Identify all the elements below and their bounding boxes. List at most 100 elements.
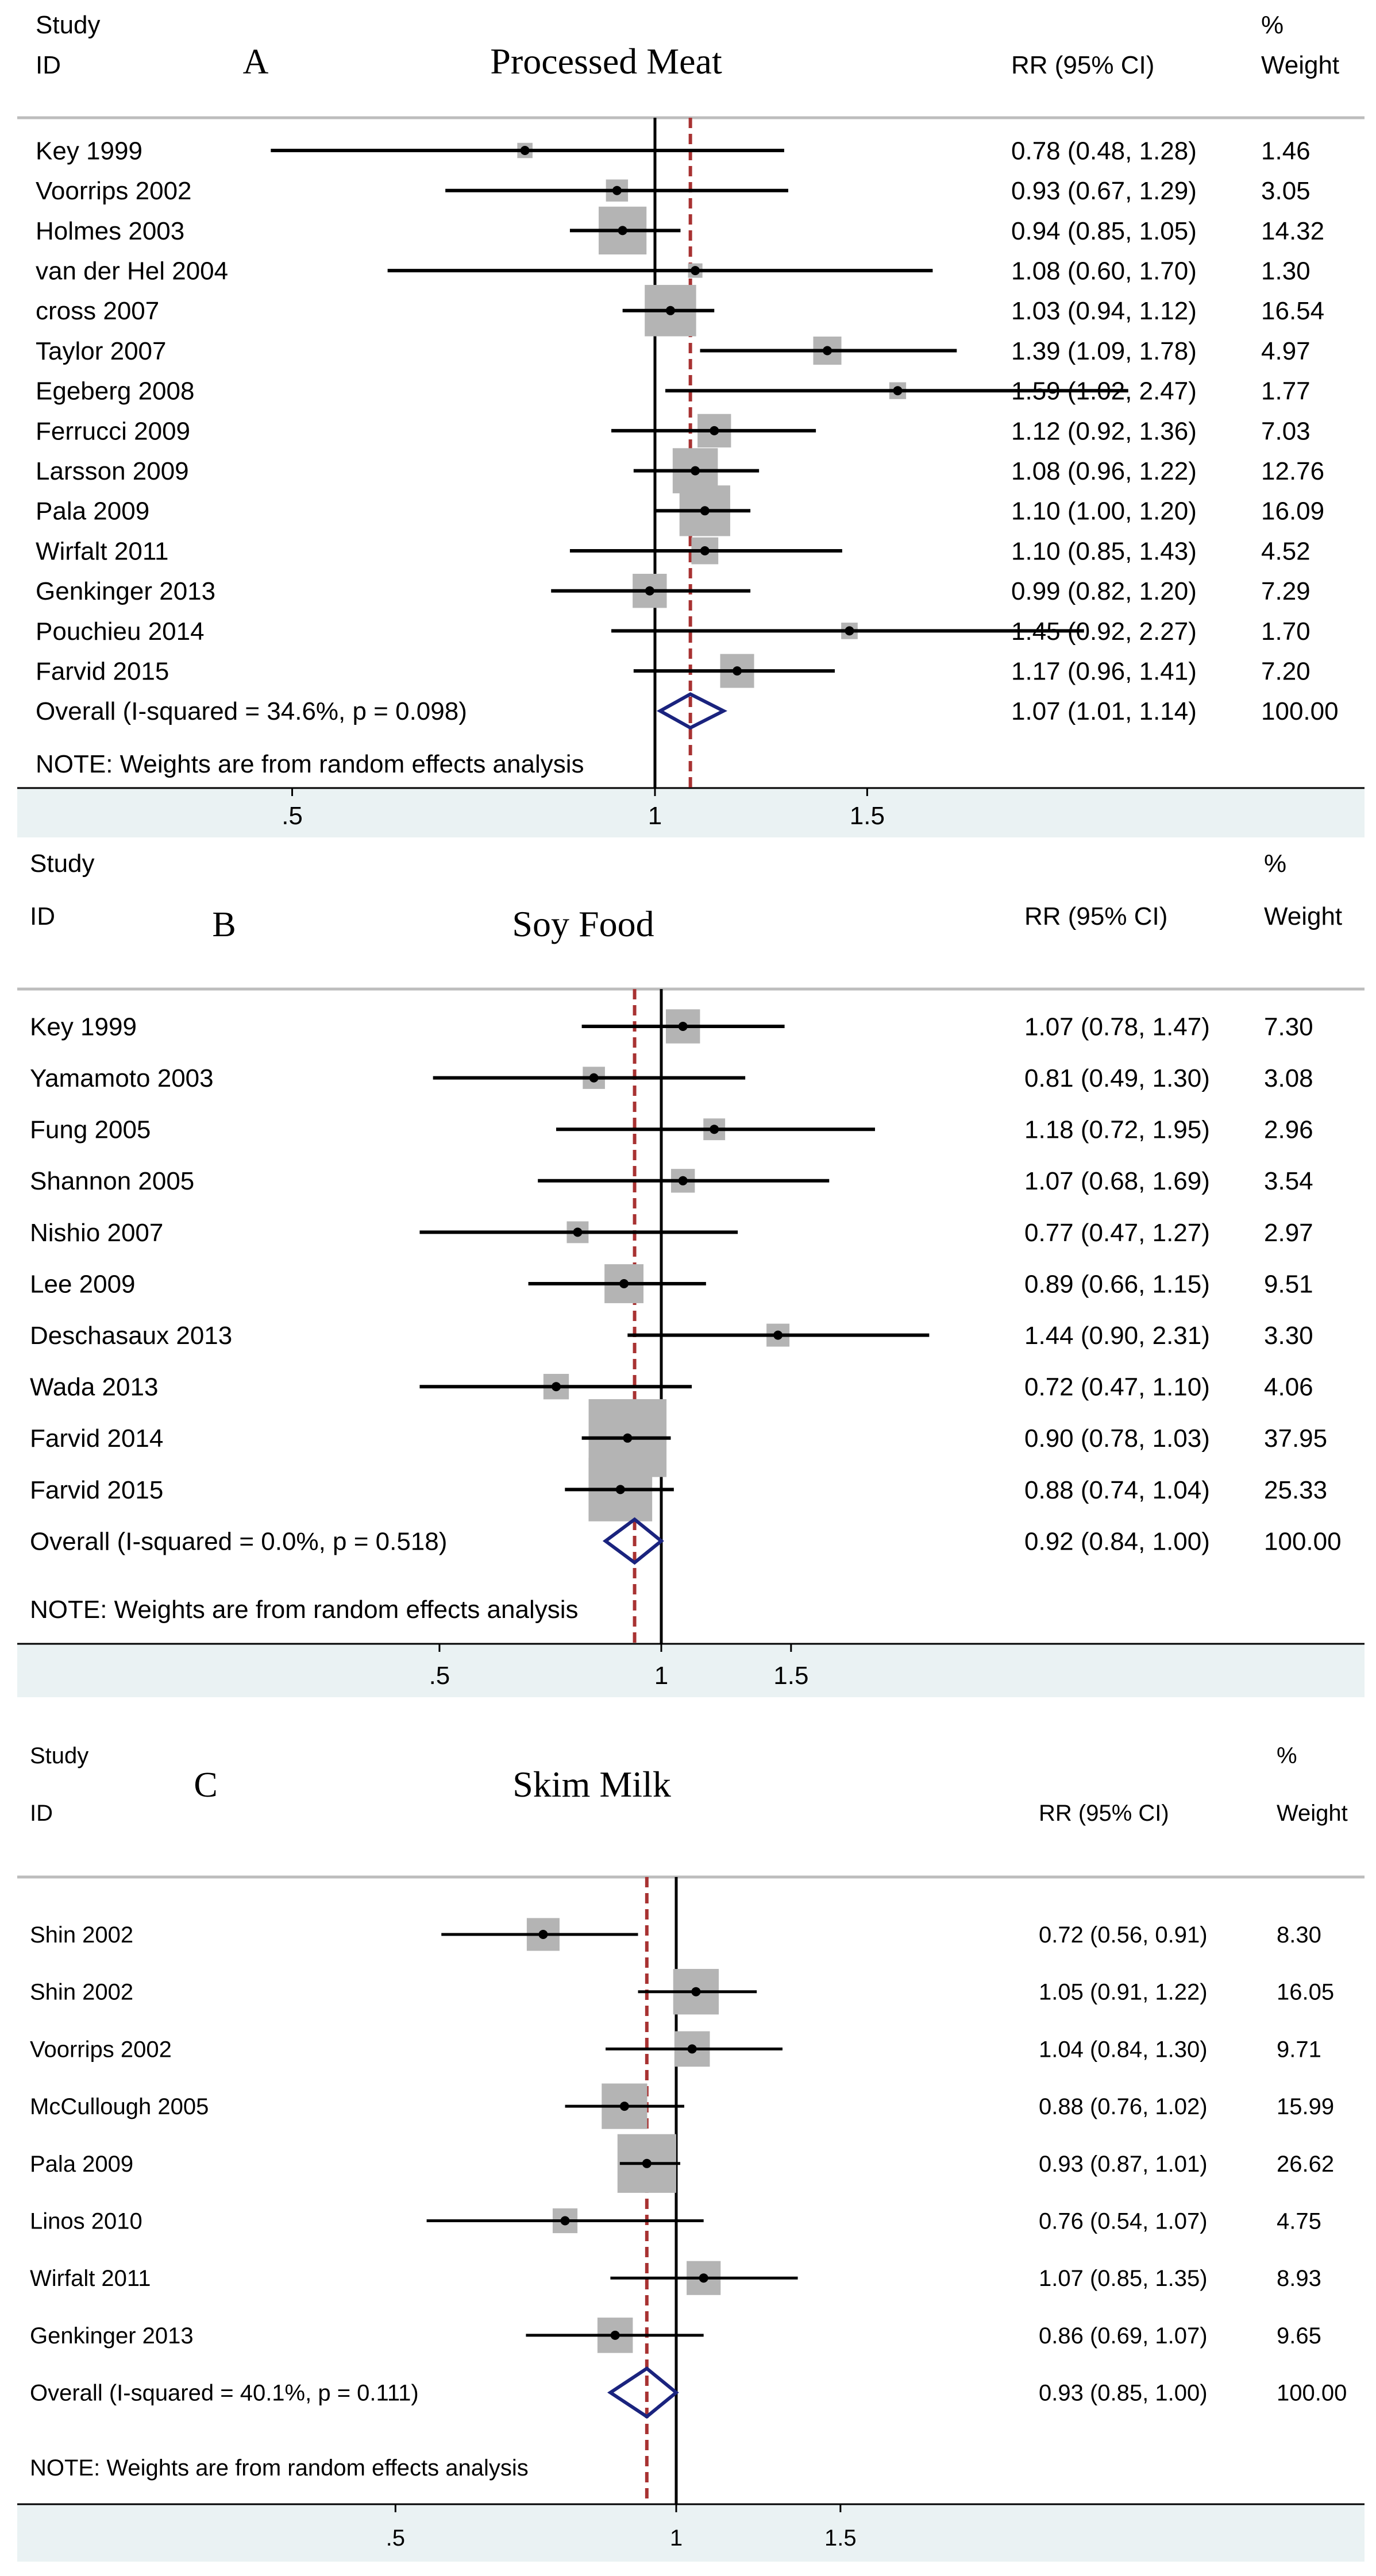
column-header-weight: Weight (1277, 1801, 1348, 1826)
weight-value: 16.09 (1261, 497, 1324, 526)
rr-ci-value: 0.81 (0.49, 1.30) (1024, 1064, 1210, 1092)
column-header-rr-ci: RR (95% CI) (1039, 1801, 1169, 1826)
study-row: Deschasaux 2013 1.44 (0.90, 2.31) 3.30 (30, 1322, 1313, 1350)
rr-ci-value: 0.90 (0.78, 1.03) (1024, 1424, 1210, 1453)
column-header-rr-ci: RR (95% CI) (1024, 902, 1167, 930)
weight-value: 14.32 (1261, 217, 1324, 245)
rr-ci-value: 1.07 (0.78, 1.47) (1024, 1013, 1210, 1041)
study-label: Deschasaux 2013 (30, 1322, 232, 1350)
study-label: Key 1999 (30, 1013, 137, 1041)
overall-rr-ci: 0.93 (0.85, 1.00) (1039, 2381, 1208, 2406)
study-row: Genkinger 2013 0.99 (0.82, 1.20) 7.29 (36, 574, 1311, 608)
rr-ci-value: 0.77 (0.47, 1.27) (1024, 1219, 1210, 1247)
column-header-percent: % (1261, 11, 1284, 39)
study-row: Pouchieu 2014 1.45 (0.92, 2.27) 1.70 (36, 617, 1311, 646)
rr-ci-value: 1.10 (1.00, 1.20) (1011, 497, 1197, 526)
study-row: Genkinger 2013 0.86 (0.69, 1.07) 9.65 (30, 2318, 1321, 2353)
rr-ci-value: 0.88 (0.74, 1.04) (1024, 1476, 1210, 1504)
point-estimate (612, 186, 622, 195)
rr-ci-value: 0.78 (0.48, 1.28) (1011, 137, 1197, 165)
weight-value: 7.29 (1261, 577, 1311, 605)
weight-value: 1.46 (1261, 137, 1311, 165)
study-label: Larsson 2009 (36, 457, 189, 485)
study-row: Shin 2002 1.05 (0.91, 1.22) 16.05 (30, 1969, 1334, 2015)
study-row: Pala 2009 0.93 (0.87, 1.01) 26.62 (30, 2134, 1334, 2193)
column-header-weight: Weight (1264, 902, 1342, 930)
study-row: Yamamoto 2003 0.81 (0.49, 1.30) 3.08 (30, 1064, 1313, 1092)
weight-value: 4.52 (1261, 537, 1311, 565)
study-label: Linos 2010 (30, 2209, 142, 2234)
study-label: Genkinger 2013 (30, 2323, 194, 2349)
rr-ci-value: 0.72 (0.56, 0.91) (1039, 1922, 1208, 1948)
point-estimate (700, 546, 710, 555)
panel-title: Skim Milk (512, 1764, 671, 1805)
point-estimate (691, 1987, 701, 1996)
point-estimate (642, 2158, 652, 2168)
point-estimate (552, 1382, 561, 1392)
axis-tick-label: .5 (386, 2525, 405, 2551)
axis-tick-label: .5 (429, 1662, 450, 1690)
study-label: cross 2007 (36, 297, 159, 325)
weight-value: 26.62 (1277, 2152, 1334, 2177)
study-row: Voorrips 2002 0.93 (0.67, 1.29) 3.05 (36, 177, 1311, 205)
point-estimate (610, 2330, 620, 2340)
study-label: Ferrucci 2009 (36, 417, 190, 445)
panel-letter: B (212, 905, 236, 944)
point-estimate (678, 1022, 688, 1031)
weight-value: 2.96 (1264, 1116, 1313, 1144)
forest-panel-a: Study ID RR (95% CI)% Weight A Processed Meat… (17, 11, 1365, 837)
study-row: Wada 2013 0.72 (0.47, 1.10) 4.06 (30, 1373, 1313, 1401)
rr-ci-value: 1.10 (0.85, 1.43) (1011, 537, 1197, 565)
weight-value: 1.77 (1261, 377, 1311, 405)
point-estimate (665, 306, 675, 315)
overall-diamond (656, 692, 727, 730)
axis-tick-label: 1.5 (850, 802, 885, 830)
weight-value: 3.30 (1264, 1322, 1313, 1350)
study-label: Yamamoto 2003 (30, 1064, 214, 1092)
study-label: Voorrips 2002 (36, 177, 192, 205)
weight-value: 3.54 (1264, 1167, 1313, 1195)
rr-ci-value: 1.04 (0.84, 1.30) (1039, 2037, 1208, 2062)
axis-band (17, 2504, 1365, 2562)
study-row: Voorrips 2002 1.04 (0.84, 1.30) 9.71 (30, 2031, 1321, 2067)
study-row: Fung 2005 1.18 (0.72, 1.95) 2.96 (30, 1116, 1313, 1144)
study-label: Fung 2005 (30, 1116, 151, 1144)
column-header-rr-ci: RR (95% CI) (1011, 51, 1154, 79)
point-estimate (573, 1227, 583, 1237)
study-row: Shin 2002 0.72 (0.56, 0.91) 8.30 (30, 1918, 1321, 1951)
overall-row: Overall (I-squared = 0.0%, p = 0.518) 0.9… (30, 1517, 1342, 1565)
overall-label: Overall (I-squared = 40.1%, p = 0.111) (30, 2381, 419, 2406)
point-estimate (691, 266, 700, 276)
point-estimate (615, 1485, 625, 1494)
overall-weight: 100.00 (1261, 697, 1339, 725)
study-row: cross 2007 1.03 (0.94, 1.12) 16.54 (36, 285, 1324, 337)
point-estimate (678, 1176, 688, 1185)
panel-title: Processed Meat (490, 41, 722, 82)
study-label: Taylor 2007 (36, 337, 166, 365)
column-header-study: Study (36, 11, 101, 39)
overall-diamond (602, 1517, 664, 1565)
rr-ci-value: 0.89 (0.66, 1.15) (1024, 1270, 1210, 1298)
weights-note: NOTE: Weights are from random effects an… (30, 2455, 529, 2481)
study-row: Shannon 2005 1.07 (0.68, 1.69) 3.54 (30, 1167, 1313, 1195)
study-label: Wirfalt 2011 (36, 537, 169, 565)
study-label: van der Hel 2004 (36, 257, 228, 285)
overall-rr-ci: 1.07 (1.01, 1.14) (1011, 697, 1197, 725)
study-row: Ferrucci 2009 1.12 (0.92, 1.36) 7.03 (36, 414, 1311, 448)
study-label: Shin 2002 (30, 1922, 133, 1948)
study-label: Wada 2013 (30, 1373, 158, 1401)
overall-weight: 100.00 (1277, 2381, 1347, 2406)
axis-tick-label: .5 (282, 802, 303, 830)
study-label: Wirfalt 2011 (30, 2266, 151, 2291)
weight-value: 2.97 (1264, 1219, 1313, 1247)
weight-value: 37.95 (1264, 1424, 1327, 1453)
axis-tick-label: 1 (654, 1662, 668, 1690)
overall-rr-ci: 0.92 (0.84, 1.00) (1024, 1527, 1210, 1555)
column-header-study: Study (30, 849, 95, 878)
point-estimate (710, 1125, 719, 1134)
forest-panel-c: Study ID RR (95% CI)% Weight C Skim Milk .5 1 1.… (17, 1743, 1365, 2562)
study-label: Holmes 2003 (36, 217, 184, 245)
study-label: McCullough 2005 (30, 2094, 209, 2119)
rr-ci-value: 0.88 (0.76, 1.02) (1039, 2094, 1208, 2119)
